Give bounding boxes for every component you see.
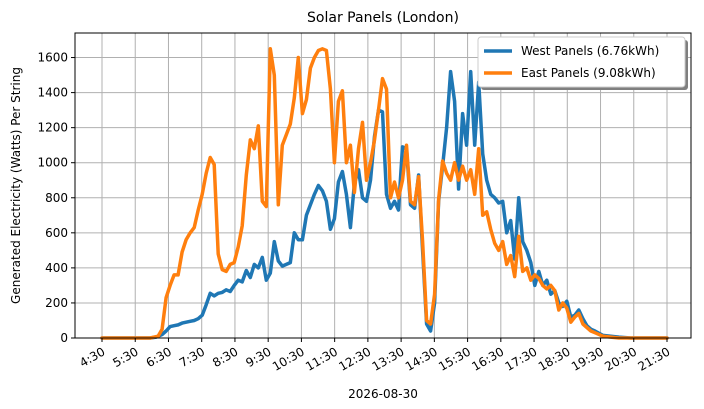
legend-box xyxy=(477,36,686,88)
y-tick-label: 1400 xyxy=(37,86,68,100)
legend-label: East Panels (9.08kWh) xyxy=(521,66,656,80)
y-tick-label: 1000 xyxy=(37,156,68,170)
y-tick-label: 0 xyxy=(60,331,68,345)
legend: West Panels (6.76kWh) East Panels (9.08kW… xyxy=(477,36,688,90)
y-tick-label: 400 xyxy=(45,261,68,275)
y-axis-label: Generated Electricity (Watts) Per String xyxy=(9,67,23,304)
y-tick-label: 200 xyxy=(45,296,68,310)
y-tick-label: 600 xyxy=(45,226,68,240)
chart-title: Solar Panels (London) xyxy=(307,10,459,26)
x-axis-label: 2026-08-30 xyxy=(348,387,418,401)
y-axis: 0 200 400 600 800 1000 1200 1400 1600 xyxy=(37,51,75,345)
series-line-east-panels xyxy=(100,47,669,340)
series-layer xyxy=(100,47,669,340)
y-tick-label: 800 xyxy=(45,191,68,205)
y-tick-label: 1200 xyxy=(37,121,68,135)
plot-frame xyxy=(74,32,692,339)
y-tick-label: 1600 xyxy=(37,51,68,65)
legend-label: West Panels (6.76kWh) xyxy=(521,44,659,58)
